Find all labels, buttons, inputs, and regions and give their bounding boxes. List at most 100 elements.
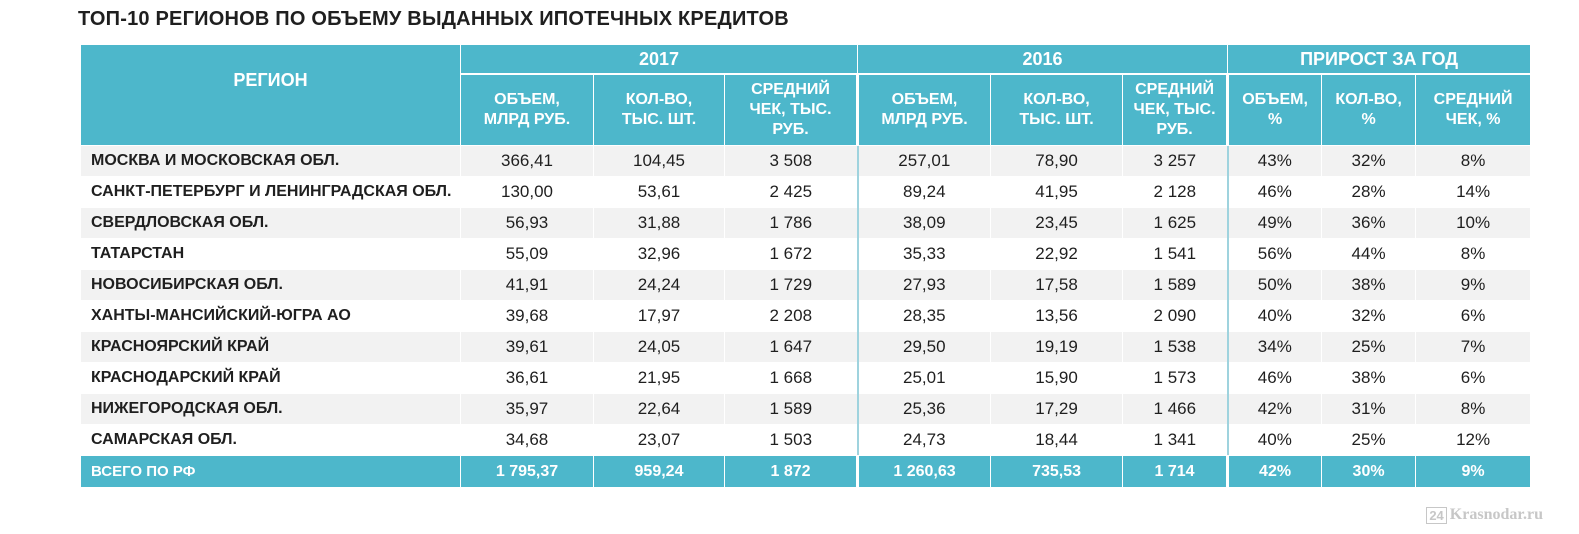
value-cell: 24,05 <box>593 331 725 363</box>
value-cell: 959,24 <box>593 455 725 488</box>
value-cell: 8% <box>1415 393 1532 425</box>
value-cell: 2 090 <box>1122 300 1229 332</box>
value-cell: 35,97 <box>460 393 594 425</box>
header-sub-line: ТЫС. ШТ. <box>621 111 697 128</box>
table-row: СВЕРДЛОВСКАЯ ОБЛ. 56,93 31,88 1 786 38,09 23,… <box>80 207 1532 239</box>
value-cell: 1 538 <box>1122 331 1229 363</box>
header-sub-0: ОБЪЕМ, МЛРД РУБ. <box>460 73 594 146</box>
value-cell: 18,44 <box>990 424 1124 456</box>
value-cell: 7% <box>1415 331 1532 363</box>
value-cell: 1 872 <box>723 455 859 488</box>
value-cell: 1 625 <box>1122 207 1229 239</box>
value-cell: 32,96 <box>593 238 725 270</box>
page-title: ТОП-10 РЕГИОНОВ ПО ОБЪЕМУ ВЫДАННЫХ ИПОТЕ… <box>78 8 789 30</box>
value-cell: 49% <box>1226 207 1323 239</box>
value-cell: 38% <box>1321 362 1417 394</box>
value-cell: 89,24 <box>856 176 992 208</box>
value-cell: 130,00 <box>460 176 594 208</box>
header-sub-line: СРЕДНИЙ <box>1135 81 1214 98</box>
value-cell: 34% <box>1226 331 1323 363</box>
value-cell: 1 341 <box>1122 424 1229 456</box>
header-region: РЕГИОН <box>80 44 461 146</box>
value-cell: 46% <box>1226 176 1323 208</box>
value-cell: 2 425 <box>723 176 859 208</box>
mortgage-table: РЕГИОН 2017 2016 ПРИРОСТ ЗА ГОД ОБЪЕМ, МЛ… <box>80 44 1532 488</box>
table-row: НИЖЕГОРОДСКАЯ ОБЛ. 35,97 22,64 1 589 25,36 17… <box>80 393 1532 425</box>
region-cell: САМАРСКАЯ ОБЛ. <box>80 424 461 456</box>
value-cell: 53,61 <box>593 176 725 208</box>
header-sub-line: % <box>1267 111 1283 128</box>
region-cell: ХАНТЫ-МАНСИЙСКИЙ-ЮГРА АО <box>80 300 461 332</box>
header-sub-line: МЛРД РУБ. <box>483 111 571 128</box>
value-cell: 1 503 <box>723 424 859 456</box>
value-cell: 1 668 <box>723 362 859 394</box>
region-cell: НОВОСИБИРСКАЯ ОБЛ. <box>80 269 461 301</box>
value-cell: 14% <box>1415 176 1532 208</box>
header-sub-7: КОЛ-ВО,% <box>1321 73 1417 146</box>
value-cell: 25% <box>1321 331 1417 363</box>
value-cell: 25% <box>1321 424 1417 456</box>
value-cell: 1 786 <box>723 207 859 239</box>
table-row: САНКТ-ПЕТЕРБУРГ И ЛЕНИНГРАДСКАЯ ОБЛ. 130,… <box>80 176 1532 208</box>
header-sub-line: ОБЪЕМ, <box>494 91 560 108</box>
value-cell: 3 257 <box>1122 145 1229 177</box>
value-cell: 1 541 <box>1122 238 1229 270</box>
value-cell: 23,07 <box>593 424 725 456</box>
header-group-2016: 2016 <box>857 44 1229 75</box>
value-cell: 13,56 <box>990 300 1124 332</box>
value-cell: 12% <box>1415 424 1532 456</box>
value-cell: 43% <box>1226 145 1323 177</box>
table-row: МОСКВА И МОСКОВСКАЯ ОБЛ. 366,41 104,45 3 50… <box>80 145 1532 177</box>
value-cell: 15,90 <box>990 362 1124 394</box>
header-sub-line: ЧЕК, ТЫС. <box>1133 101 1216 118</box>
header-sub-8: СРЕДНИЙ ЧЕК, % <box>1415 73 1532 146</box>
value-cell: 1 573 <box>1122 362 1229 394</box>
table-row: НОВОСИБИРСКАЯ ОБЛ. 41,91 24,24 1 729 27,93 17… <box>80 269 1532 301</box>
value-cell: 21,95 <box>593 362 725 394</box>
value-cell: 31% <box>1321 393 1417 425</box>
total-row: ВСЕГО ПО РФ 1 795,37 959,24 1 872 1 260,63 73… <box>80 455 1532 488</box>
region-cell: МОСКВА И МОСКОВСКАЯ ОБЛ. <box>80 145 461 177</box>
value-cell: 32% <box>1321 300 1417 332</box>
table-row: КРАСНОДАРСКИЙ КРАЙ 36,61 21,95 1 668 25,01 15… <box>80 362 1532 394</box>
value-cell: 36% <box>1321 207 1417 239</box>
header-sub-line: % <box>1361 111 1376 128</box>
value-cell: 1 589 <box>723 393 859 425</box>
value-cell: 34,68 <box>460 424 594 456</box>
header-sub-line: КОЛ-ВО, <box>1023 91 1090 108</box>
header-sub-line: СРЕДНИЙ <box>1433 91 1513 108</box>
value-cell: 31,88 <box>593 207 725 239</box>
header-sub-line: КОЛ-ВО, <box>625 91 693 108</box>
value-cell: 38% <box>1321 269 1417 301</box>
value-cell: 2 208 <box>723 300 859 332</box>
value-cell: 30% <box>1321 455 1417 488</box>
value-cell: 28% <box>1321 176 1417 208</box>
value-cell: 104,45 <box>593 145 725 177</box>
value-cell: 22,64 <box>593 393 725 425</box>
value-cell: 41,91 <box>460 269 594 301</box>
header-group-2017: 2017 <box>459 44 859 75</box>
value-cell: 17,29 <box>990 393 1124 425</box>
watermark-text: Krasnodar.ru <box>1449 506 1543 523</box>
header-sub-line: ЧЕК, % <box>1445 111 1501 128</box>
value-cell: 2 128 <box>1122 176 1229 208</box>
value-cell: 38,09 <box>856 207 992 239</box>
value-cell: 36,61 <box>460 362 594 394</box>
value-cell: 1 729 <box>723 269 859 301</box>
value-cell: 1 589 <box>1122 269 1229 301</box>
table-row: КРАСНОЯРСКИЙ КРАЙ 39,61 24,05 1 647 29,50 19,… <box>80 331 1532 363</box>
header-sub-3: ОБЪЕМ, МЛРД РУБ. <box>856 73 992 146</box>
value-cell: 25,36 <box>856 393 992 425</box>
region-cell: КРАСНОДАРСКИЙ КРАЙ <box>80 362 461 394</box>
value-cell: 735,53 <box>990 455 1124 488</box>
value-cell: 24,73 <box>856 424 992 456</box>
header-sub-line: ОБЪЕМ, <box>1242 91 1308 108</box>
value-cell: 10% <box>1415 207 1532 239</box>
region-cell: САНКТ-ПЕТЕРБУРГ И ЛЕНИНГРАДСКАЯ ОБЛ. <box>80 176 461 208</box>
value-cell: 3 508 <box>723 145 859 177</box>
value-cell: 46% <box>1226 362 1323 394</box>
value-cell: 29,50 <box>856 331 992 363</box>
value-cell: 23,45 <box>990 207 1124 239</box>
region-cell: НИЖЕГОРОДСКАЯ ОБЛ. <box>80 393 461 425</box>
value-cell: 6% <box>1415 300 1532 332</box>
